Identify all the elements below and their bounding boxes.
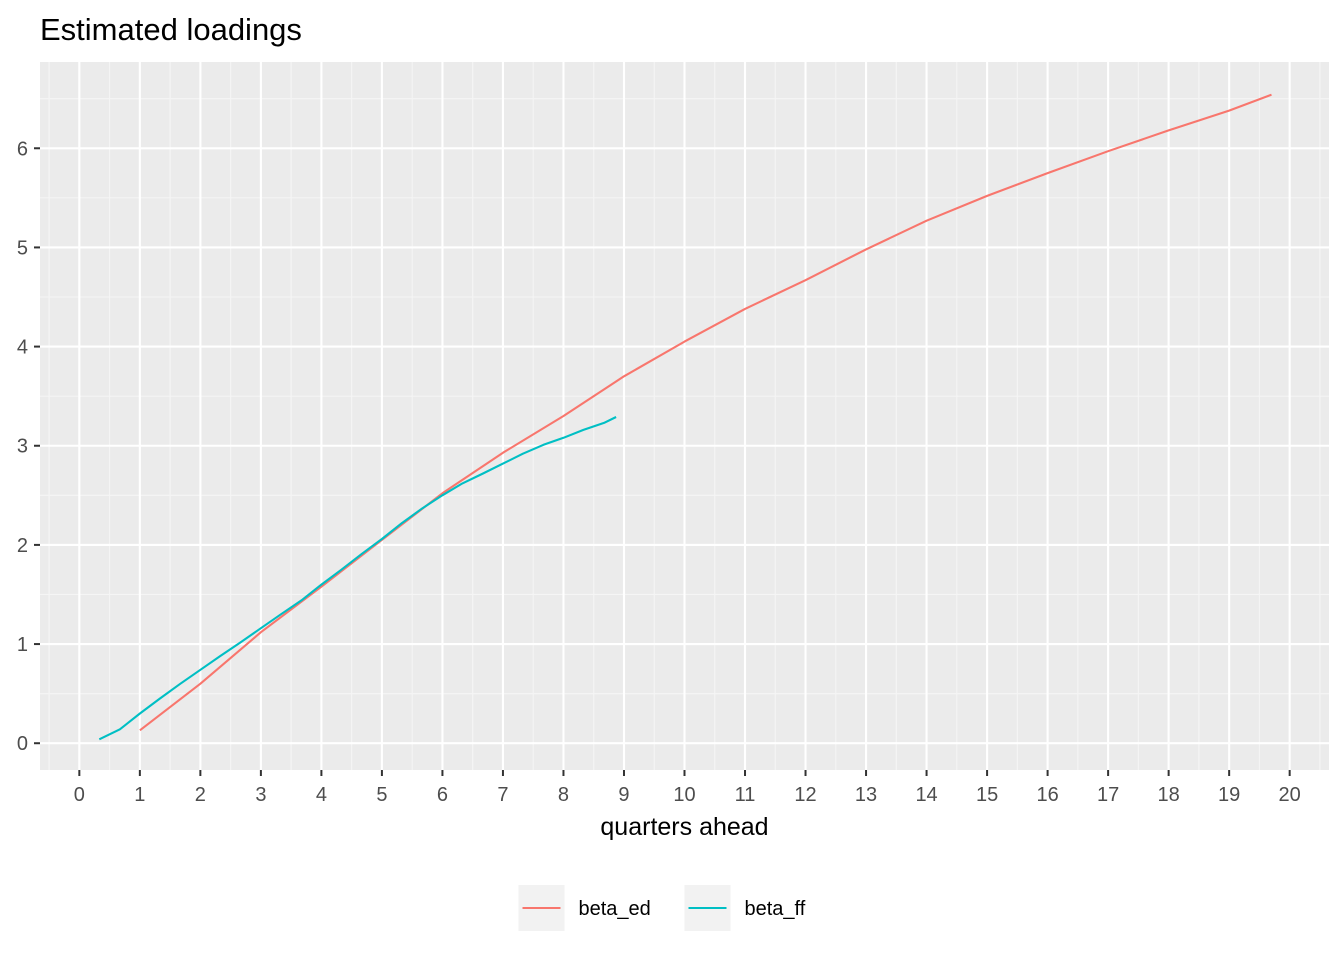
grid-lines <box>40 62 1329 770</box>
x-tick-label: 7 <box>497 784 508 806</box>
x-tick-label: 19 <box>1218 784 1240 806</box>
x-tick-label: 16 <box>1036 784 1058 806</box>
x-tick-label: 17 <box>1097 784 1119 806</box>
x-tick-label: 6 <box>437 784 448 806</box>
x-tick-label: 12 <box>794 784 816 806</box>
series-line-beta_ed <box>139 93 1272 732</box>
x-tick-label: 2 <box>195 784 206 806</box>
y-tick-label: 2 <box>17 535 28 557</box>
series-line-beta_ff <box>98 416 617 741</box>
x-tick-label: 15 <box>976 784 998 806</box>
x-tick-label: 9 <box>618 784 629 806</box>
y-tick-label: 3 <box>17 436 28 458</box>
legend: beta_ed beta_ff <box>518 885 806 931</box>
x-tick-label: 0 <box>74 784 85 806</box>
x-tick-label: 11 <box>735 784 756 806</box>
x-tick-label: 4 <box>316 784 327 806</box>
y-tick-label: 0 <box>17 733 28 755</box>
x-tick-label: 20 <box>1279 784 1301 806</box>
legend-label-beta_ed: beta_ed <box>579 898 651 920</box>
x-tick-label: 5 <box>376 784 387 806</box>
y-tick-label: 5 <box>17 237 28 259</box>
x-tick-label: 18 <box>1158 784 1180 806</box>
x-axis-title: quarters ahead <box>600 813 768 841</box>
x-tick-label: 3 <box>255 784 266 806</box>
y-tick-label: 1 <box>17 634 28 656</box>
series-lines <box>98 93 1272 741</box>
y-tick-label: 6 <box>17 138 28 160</box>
x-tick-label: 10 <box>673 784 695 806</box>
x-tick-label: 13 <box>855 784 877 806</box>
x-tick-label: 1 <box>134 784 145 806</box>
x-tick-label: 8 <box>558 784 569 806</box>
y-tick-label: 4 <box>17 337 28 359</box>
chart-title: Estimated loadings <box>40 12 302 47</box>
x-tick-label: 14 <box>915 784 937 806</box>
legend-label-beta_ff: beta_ff <box>745 898 806 920</box>
